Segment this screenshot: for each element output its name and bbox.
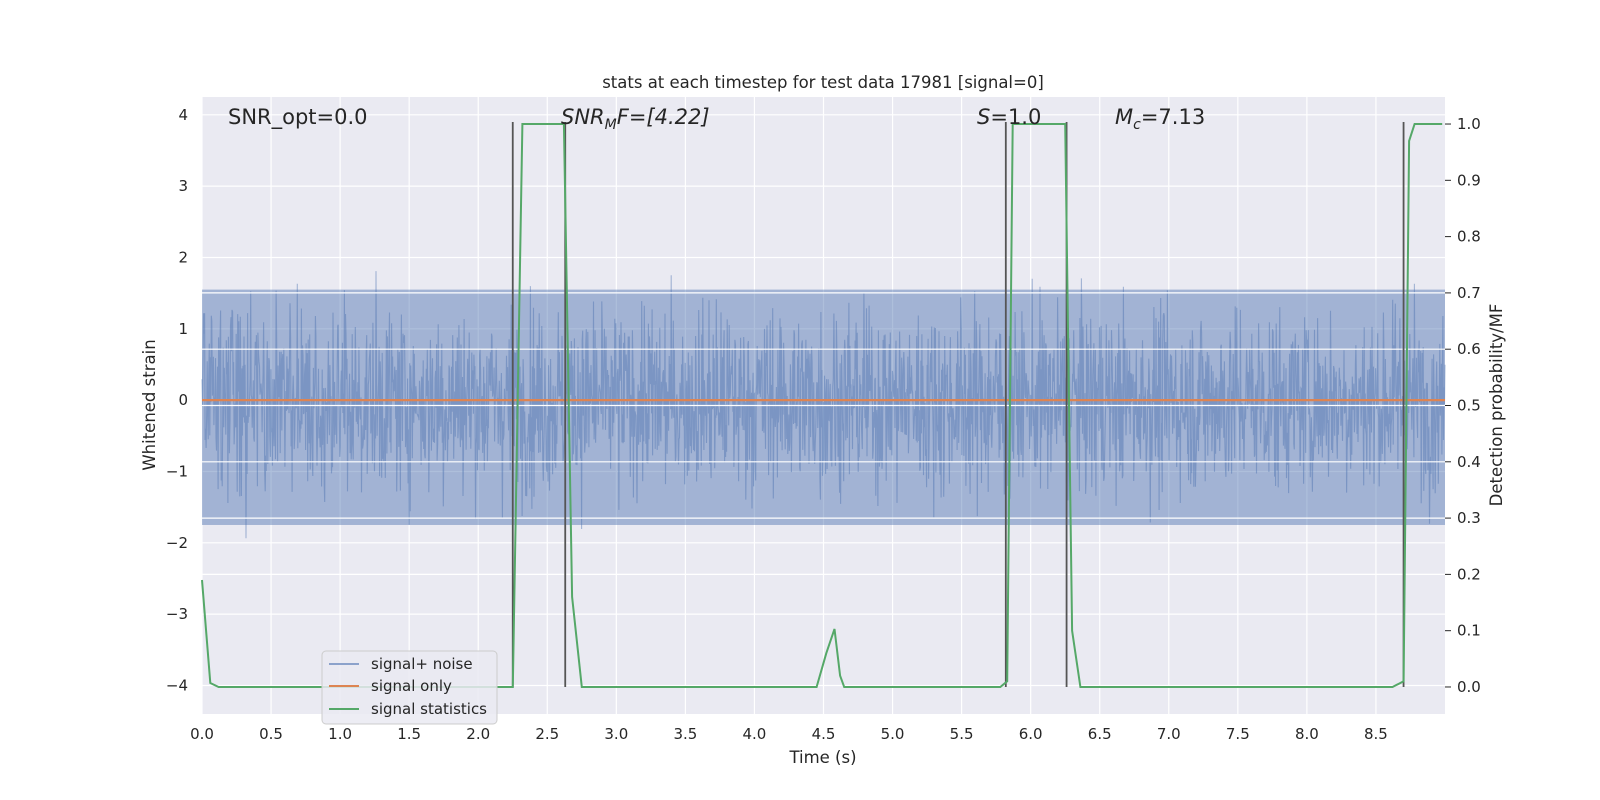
x-tick-label: 3.5 <box>673 725 697 743</box>
x-tick-label: 5.5 <box>950 725 974 743</box>
x-tick-label: 5.0 <box>881 725 905 743</box>
y2-tick-label: 0.3 <box>1457 509 1481 527</box>
annotation-mc-sub: c <box>1133 117 1141 133</box>
y-tick-label: 0 <box>178 391 188 409</box>
annotation-snr-mf: SNRMF=[4.22] <box>561 105 710 133</box>
annotation-snr-mf-prefix: SNR <box>561 105 605 129</box>
x-tick-label: 0.5 <box>259 725 283 743</box>
y-tick-label: 2 <box>178 248 188 266</box>
legend-label-signal-statistics: signal statistics <box>371 700 487 718</box>
x-tick-label: 2.5 <box>535 725 559 743</box>
series-signal-noise <box>201 271 1446 539</box>
x-tick-label: 8.0 <box>1295 725 1319 743</box>
legend-box <box>321 650 498 725</box>
legend: signal+ noise signal only signal statist… <box>321 650 498 725</box>
x-tick-label: 1.0 <box>328 725 352 743</box>
chart-title: stats at each timestep for test data 179… <box>602 73 1044 92</box>
annotation-snr-opt: SNR_opt=0.0 <box>228 105 368 130</box>
annotation-mc: Mc=7.13 <box>1115 105 1205 133</box>
right-axis-grid-lines <box>202 292 1445 575</box>
x-tick-label: 1.5 <box>397 725 421 743</box>
noise-envelope <box>202 289 1445 525</box>
legend-label-signal-noise: signal+ noise <box>371 655 473 673</box>
y2-tick-label: 1.0 <box>1457 115 1481 133</box>
series-signal-statistics <box>201 123 1443 688</box>
x-tick-label: 4.0 <box>743 725 767 743</box>
x-tick-label: 7.5 <box>1226 725 1250 743</box>
y2-tick-label: 0.6 <box>1457 340 1481 358</box>
y2-tick-label: 0.5 <box>1457 397 1481 415</box>
x-tick-labels: 0.0 0.5 1.0 1.5 2.0 2.5 3.0 3.5 4.0 4.5 5.0 5.5 6.0 6… <box>190 725 1388 743</box>
y-axis-label: Whitened strain <box>140 339 159 470</box>
y2-tick-label: 0.2 <box>1457 565 1481 583</box>
y2-tick-label: 0.8 <box>1457 228 1481 246</box>
y-tick-label: 4 <box>178 106 188 124</box>
annotation-mc-italic: M <box>1115 105 1133 129</box>
y-tick-label: 3 <box>178 177 188 195</box>
x-tick-label: 3.0 <box>604 725 628 743</box>
annotation-s: S=1.0 <box>977 105 1041 129</box>
x-tick-label: 6.5 <box>1088 725 1112 743</box>
x-tick-label: 6.0 <box>1019 725 1043 743</box>
legend-label-signal-only: signal only <box>371 677 452 695</box>
y-tick-label: −1 <box>166 462 188 480</box>
x-tick-label: 7.0 <box>1157 725 1181 743</box>
annotation-snr-mf-sub: M <box>605 117 617 133</box>
y-tick-label: −3 <box>166 605 188 623</box>
annotation-s-value: =1.0 <box>990 105 1041 129</box>
x-tick-label: 4.5 <box>812 725 836 743</box>
y2-axis-label: Detection probability/MF <box>1487 304 1506 507</box>
y-tick-label: −4 <box>166 676 188 694</box>
x-tick-label: 0.0 <box>190 725 214 743</box>
annotation-s-italic: S <box>977 105 990 129</box>
y2-tick-labels: 1.0 0.9 0.8 0.7 0.6 0.5 0.4 0.3 0.2 0.1 0.0 <box>1445 115 1481 696</box>
y-tick-labels: 4 3 2 1 0 −1 −2 −3 −4 <box>166 106 188 695</box>
y2-tick-label: 0.1 <box>1457 622 1481 640</box>
y2-tick-label: 0.0 <box>1457 678 1481 696</box>
annotation-snr-mf-suffix: F=[4.22] <box>617 105 710 129</box>
y-tick-label: 1 <box>178 320 188 338</box>
x-axis-label: Time (s) <box>788 748 856 767</box>
noise-trace <box>201 271 1446 539</box>
y2-tick-label: 0.4 <box>1457 453 1481 471</box>
x-tick-label: 2.0 <box>466 725 490 743</box>
y2-tick-label: 0.7 <box>1457 284 1481 302</box>
y-tick-label: −2 <box>166 534 188 552</box>
x-tick-label: 8.5 <box>1364 725 1388 743</box>
annotation-mc-value: =7.13 <box>1141 105 1205 129</box>
y2-tick-label: 0.9 <box>1457 171 1481 189</box>
